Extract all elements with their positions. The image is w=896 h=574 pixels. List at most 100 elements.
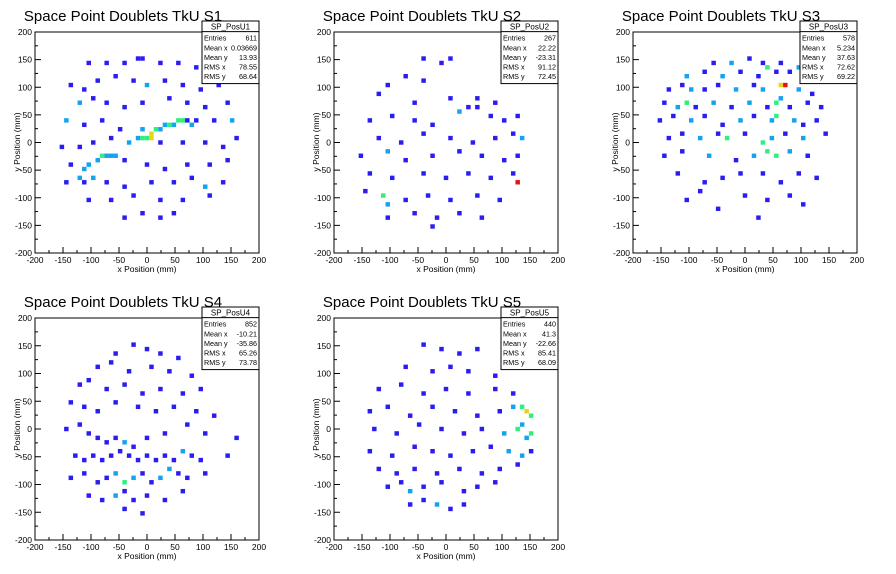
heatmap-bin: [108, 197, 114, 203]
stats-row-value: 852: [245, 320, 257, 329]
heatmap-bin: [162, 453, 168, 458]
heatmap-bin: [225, 453, 230, 458]
x-tick-label: 50: [768, 255, 778, 265]
heatmap-bin: [693, 104, 698, 110]
heatmap-bin: [774, 100, 779, 105]
stats-row-label: RMS y: [503, 72, 525, 81]
heatmap-bin: [77, 144, 83, 150]
heatmap-bin: [149, 480, 154, 485]
heatmap-bin: [434, 471, 440, 476]
heatmap-bin: [760, 87, 766, 92]
heatmap-bin: [180, 448, 186, 454]
y-tick-label: -200: [314, 248, 331, 258]
heatmap-bin: [64, 118, 69, 123]
x-tick-label: 50: [469, 255, 479, 265]
heatmap-bin: [95, 157, 100, 163]
heatmap-bin: [367, 448, 373, 454]
stats-row-value: 22.22: [538, 43, 556, 52]
stats-row-value: 78.55: [239, 63, 257, 72]
heatmap-bin: [82, 122, 87, 128]
heatmap-bin: [203, 431, 208, 436]
x-tick-label: -100: [82, 255, 99, 265]
heatmap-bin: [805, 100, 810, 105]
heatmap-bin: [488, 175, 494, 181]
x-axis-title: x Position (mm): [416, 264, 475, 274]
heatmap-bin: [158, 386, 163, 392]
x-tick-label: -200: [325, 255, 342, 265]
stats-row-label: Mean y: [503, 339, 527, 348]
heatmap-bin: [765, 104, 770, 110]
heatmap-bin: [376, 91, 382, 97]
heatmap-bin: [706, 153, 712, 158]
y-axis-title: y Position (mm): [12, 398, 22, 457]
stats-row-label: RMS x: [802, 63, 824, 72]
heatmap-bin: [149, 135, 154, 141]
heatmap-bin: [108, 360, 114, 365]
x-tick-label: 100: [495, 255, 509, 265]
heatmap-bin: [229, 118, 235, 123]
x-tick-label: -200: [325, 542, 342, 552]
stats-row-value: 91.12: [538, 63, 556, 72]
heatmap-bin: [158, 215, 163, 220]
heatmap-bin: [86, 197, 91, 203]
heatmap-bin: [162, 497, 168, 503]
y-tick-label: 150: [317, 341, 331, 351]
heatmap-bin: [684, 100, 689, 105]
heatmap-bin: [416, 422, 422, 427]
heatmap-bin: [144, 453, 150, 458]
stats-row-value: 13.93: [239, 53, 257, 62]
heatmap-bin: [394, 431, 399, 436]
heatmap-bin: [64, 426, 69, 432]
heatmap-bin: [430, 153, 435, 158]
heatmap-bin: [82, 87, 87, 92]
heatmap-bin: [144, 162, 150, 167]
y-tick-label: -100: [613, 193, 630, 203]
chart-panel-2: Space Point Doublets TkU S2 -200 -150 -100 -…: [311, 8, 565, 274]
heatmap-bin: [412, 444, 417, 449]
heatmap-bin: [376, 466, 382, 472]
heatmap-bin: [466, 369, 471, 374]
heatmap-bin: [207, 162, 212, 167]
stats-box-name: SP_PosU1: [211, 23, 251, 32]
heatmap-bin: [122, 215, 127, 220]
heatmap-bin: [488, 113, 494, 119]
heatmap-bin: [198, 457, 203, 463]
y-tick-label: 0: [625, 138, 630, 148]
x-tick-label: -100: [381, 542, 398, 552]
heatmap-bin: [144, 493, 150, 498]
heatmap-bin: [778, 82, 784, 88]
heatmap-bin: [82, 457, 87, 463]
heatmap-bin: [524, 435, 529, 441]
heatmap-bin: [412, 100, 417, 105]
heatmap-bin: [715, 206, 721, 212]
heatmap-bin: [135, 56, 141, 61]
heatmap-bin: [702, 180, 707, 185]
heatmap-bin: [747, 100, 752, 105]
heatmap-bin: [765, 197, 770, 203]
heatmap-bin: [144, 135, 150, 141]
y-tick-label: -200: [613, 248, 630, 258]
chart-title: Space Point Doublets TkU S1: [24, 8, 222, 25]
heatmap-bin: [180, 391, 186, 396]
heatmap-bin: [774, 113, 779, 119]
stats-row-value: 68.09: [538, 358, 556, 367]
heatmap-bin: [167, 369, 172, 374]
heatmap-bin: [756, 73, 761, 79]
stats-row-label: Mean y: [503, 53, 527, 62]
chart-panel-3: Space Point Doublets TkU S3 -200 -150 -100 -…: [610, 8, 864, 274]
heatmap-bin: [787, 104, 793, 110]
stats-row-label: RMS y: [204, 72, 226, 81]
heatmap-bin: [113, 471, 118, 476]
x-tick-label: 50: [469, 542, 479, 552]
heatmap-bin: [783, 131, 788, 136]
heatmap-bin: [171, 211, 177, 216]
heatmap-bin: [135, 135, 141, 141]
stats-row-value: 578: [843, 34, 855, 43]
heatmap-bin: [117, 127, 123, 132]
heatmap-bin: [171, 122, 177, 128]
x-axis-title: x Position (mm): [117, 264, 176, 274]
heatmap-bin: [448, 56, 453, 61]
stats-box: SP_PosU4 Entries 852 Mean x -10.21 Mean y -35.…: [201, 306, 260, 371]
chart-panel-1: Space Point Doublets TkU S1 -200 -150 -100 -…: [12, 8, 266, 274]
x-tick-label: -50: [113, 542, 126, 552]
